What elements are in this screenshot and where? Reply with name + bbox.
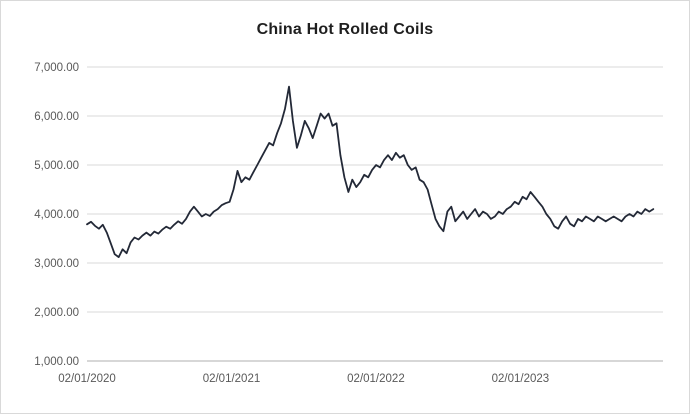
price-series-line bbox=[86, 85, 655, 259]
y-axis-tick-label: 2,000.00 bbox=[34, 307, 79, 319]
x-axis-tick-label: 02/01/2021 bbox=[203, 373, 261, 385]
y-axis-tick-label: 3,000.00 bbox=[34, 258, 79, 270]
y-axis-tick-label: 1,000.00 bbox=[34, 356, 79, 368]
y-axis-tick-label: 4,000.00 bbox=[34, 209, 79, 221]
y-axis-tick-label: 5,000.00 bbox=[34, 160, 79, 172]
x-axis-tick-label: 02/01/2022 bbox=[347, 373, 405, 385]
y-axis-tick-label: 7,000.00 bbox=[34, 62, 79, 74]
chart-title: China Hot Rolled Coils bbox=[256, 21, 434, 38]
x-axis-tick-label: 02/01/2023 bbox=[492, 373, 550, 385]
x-axis-tick-label: 02/01/2020 bbox=[58, 373, 116, 385]
y-axis-tick-label: 6,000.00 bbox=[34, 111, 79, 123]
